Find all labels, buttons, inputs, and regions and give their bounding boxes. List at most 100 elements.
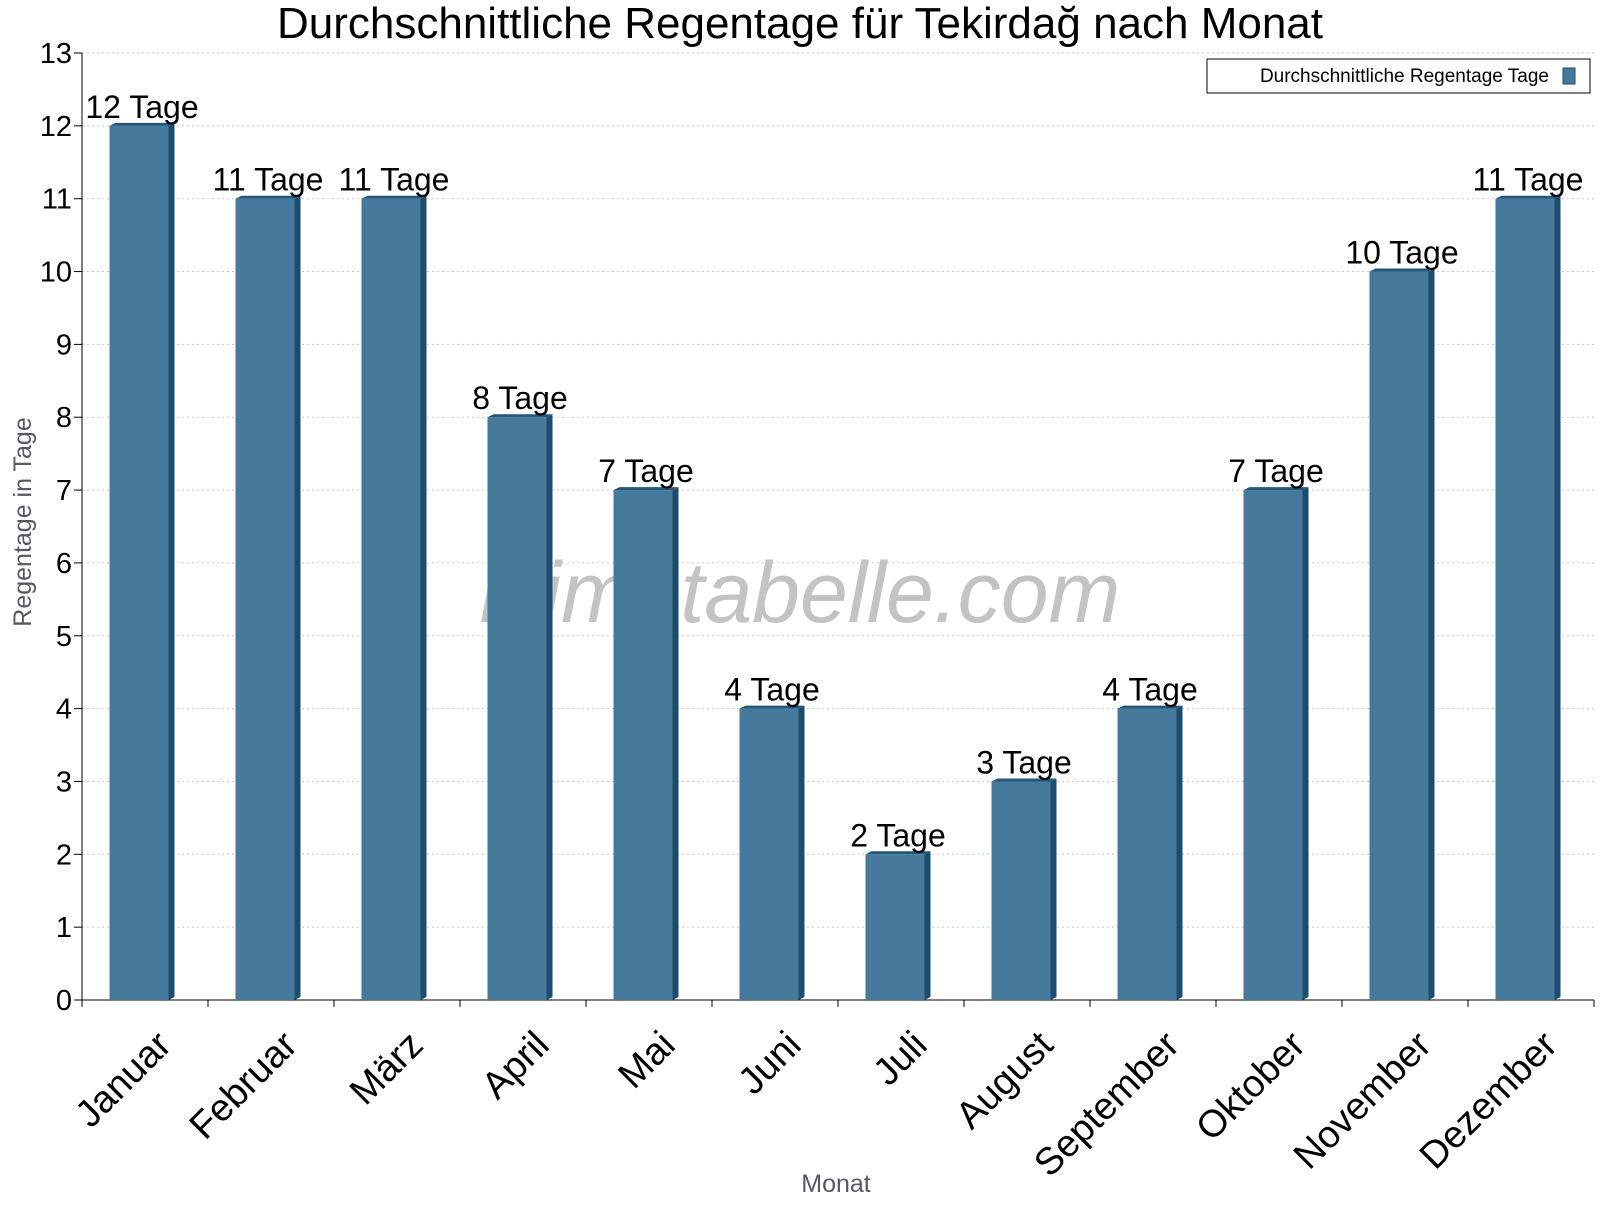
x-tick-label: März — [342, 1024, 431, 1113]
x-tick-label: Februar — [182, 1024, 306, 1148]
data-label: 11 Tage — [1473, 162, 1584, 198]
legend-swatch — [1562, 67, 1576, 85]
bar-side — [420, 195, 427, 1000]
bar-top — [1117, 705, 1183, 709]
x-tick-label: August — [948, 1024, 1062, 1138]
y-tick-label: 0 — [56, 985, 72, 1017]
x-tick-label: Mai — [611, 1024, 684, 1097]
y-tick-label: 10 — [40, 257, 72, 289]
bar-top — [1495, 195, 1561, 199]
bar-face — [109, 125, 169, 1001]
bar-face — [739, 708, 799, 1000]
bar-top — [1243, 487, 1309, 491]
bar-side — [168, 122, 175, 1001]
data-labels: 12 Tage 11 Tage 11 Tage 8 Tage 7 Tage 4 Tage 2… — [85, 89, 1583, 853]
bar-top — [235, 195, 301, 199]
bars — [109, 122, 1561, 1001]
y-tick-label: 6 — [56, 548, 72, 580]
x-tick-label: Dezember — [1412, 1024, 1566, 1178]
x-tick-label: Juni — [731, 1024, 810, 1103]
data-label: 11 Tage — [213, 162, 324, 198]
y-tick-label: 3 — [56, 766, 72, 798]
y-tick-label: 2 — [56, 839, 72, 871]
y-tick-label: 5 — [56, 621, 72, 653]
x-tick-label: November — [1286, 1024, 1440, 1178]
bar-side — [672, 487, 679, 1001]
bar-side — [1302, 487, 1309, 1001]
x-tick-labels: Januar Februar März April Mai Juni Juli AugustS… — [68, 1024, 1566, 1185]
axes — [74, 52, 1595, 1007]
x-tick-label: Oktober — [1188, 1024, 1314, 1150]
data-label: 4 Tage — [1102, 672, 1198, 708]
watermark: klimatabelle.com — [480, 545, 1120, 641]
bar-10 — [1369, 268, 1435, 1000]
bar-face — [361, 198, 421, 1000]
legend-box — [1206, 58, 1591, 94]
y-tick-label: 9 — [56, 329, 72, 361]
data-label: 12 Tage — [85, 89, 198, 125]
data-label: 7 Tage — [1228, 453, 1324, 489]
bar-face — [865, 854, 925, 1000]
legend-label: Durchschnittliche Regentage Tage — [1260, 66, 1549, 87]
x-tick-label: Januar — [68, 1024, 180, 1136]
data-label: 11 Tage — [339, 162, 450, 198]
bar-face — [991, 781, 1051, 1000]
bar-9 — [1243, 487, 1309, 1001]
bar-side — [294, 195, 301, 1000]
bar-top — [613, 487, 679, 491]
bar-4 — [613, 487, 679, 1001]
bar-face — [1369, 271, 1429, 1000]
data-label: 2 Tage — [850, 817, 946, 853]
y-tick-label: 4 — [56, 694, 72, 726]
y-tick-label: 13 — [40, 38, 72, 70]
bar-6 — [865, 851, 931, 1000]
x-tick-label: April — [474, 1024, 557, 1107]
y-axis-title: Regentage in Tage — [9, 417, 37, 626]
bar-side — [1176, 705, 1183, 1000]
x-tick-label: Juli — [865, 1024, 935, 1094]
bar-7 — [991, 778, 1057, 1000]
bar-top — [991, 778, 1057, 782]
bar-face — [487, 417, 547, 1000]
data-label: 3 Tage — [976, 744, 1072, 780]
y-tick-label: 1 — [56, 912, 72, 944]
chart-title: Durchschnittliche Regentage für Tekirdağ… — [277, 0, 1323, 48]
bar-top — [487, 414, 553, 418]
bar-side — [1050, 778, 1057, 1000]
bar-1 — [235, 195, 301, 1000]
bar-3 — [487, 414, 553, 1000]
data-label: 4 Tage — [724, 672, 820, 708]
data-label: 10 Tage — [1345, 235, 1458, 271]
bar-face — [1495, 198, 1555, 1000]
bar-side — [1428, 268, 1435, 1000]
y-tick-label: 8 — [56, 402, 72, 434]
watermark-layer: klimatabelle.com — [480, 545, 1120, 641]
bar-8 — [1117, 705, 1183, 1000]
bar-11 — [1495, 195, 1561, 1000]
bar-face — [235, 198, 295, 1000]
y-tick-label: 7 — [56, 475, 72, 507]
bar-top — [109, 122, 175, 126]
y-tick-label: 11 — [42, 184, 72, 216]
legend: Durchschnittliche Regentage Tage — [1206, 58, 1591, 94]
bar-face — [1243, 490, 1303, 1000]
bar-top — [1369, 268, 1435, 272]
bar-side — [798, 705, 805, 1000]
bar-face — [613, 490, 673, 1000]
bar-top — [361, 195, 427, 199]
x-axis-title: Monat — [801, 1170, 871, 1198]
data-label: 7 Tage — [598, 453, 694, 489]
bar-side — [1554, 195, 1561, 1000]
bar-top — [865, 851, 931, 855]
bar-2 — [361, 195, 427, 1000]
bar-side — [546, 414, 553, 1000]
bar-side — [924, 851, 931, 1000]
y-tick-label: 12 — [40, 111, 72, 143]
bar-5 — [739, 705, 805, 1000]
bar-0 — [109, 122, 175, 1001]
data-label: 8 Tage — [472, 380, 568, 416]
bar-top — [739, 705, 805, 709]
